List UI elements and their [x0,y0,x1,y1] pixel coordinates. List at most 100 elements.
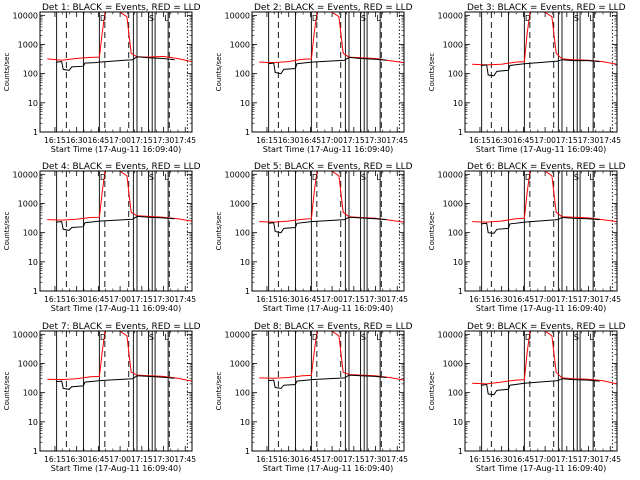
y-tick-label: 1000 [443,199,463,208]
y-tick-label: 10 [28,99,38,108]
panel-plot-area [47,331,192,451]
x-tick-label: 17:45 [386,295,408,304]
x-tick-label: 16:30 [278,295,300,304]
x-tick-label: 17:45 [386,136,408,145]
x-tick-label: 17:45 [599,455,621,464]
panel-det-1: Det 1: BLACK = Events, RED = LLD Counts/s… [3,3,201,154]
panel-plot-area [259,171,404,291]
flag-label: D [312,333,318,342]
y-tick-label: 1000 [230,40,250,49]
panel-plot-area [472,171,617,291]
y-tick-label: 1 [458,287,463,296]
x-tick-label: 17:30 [365,295,387,304]
series-events-line [267,216,387,234]
panel-det-6: Det 6: BLACK = Events, RED = LLD Counts/s… [428,162,626,313]
x-tick-label: 16:15 [256,136,278,145]
y-tick-label: 10000 [225,11,250,20]
series-lld-line [472,331,617,385]
panel-plot-area [472,12,617,132]
y-axis-label: Counts/sec [3,212,11,251]
panel-frame [464,330,618,452]
y-tick-label: 1000 [443,359,463,368]
series-events-line [55,375,175,390]
y-tick-label: 100 [448,229,463,238]
x-tick-label: 16:30 [278,136,300,145]
x-tick-label: 17:00 [534,136,556,145]
panel-title: Det 8: BLACK = Events, RED = LLD [254,322,413,332]
flag-label: L [164,333,169,342]
x-tick-label: 17:15 [556,295,578,304]
x-tick-label: 17:15 [556,136,578,145]
x-axis-label: Start Time (17-Aug-11 16:09:40) [263,304,394,313]
y-tick-label: 100 [23,229,38,238]
y-axis-label: Counts/sec [428,212,436,251]
panel-title: Det 3: BLACK = Events, RED = LLD [467,3,626,13]
x-tick-label: 16:30 [66,455,88,464]
y-tick-label: 10 [453,418,463,427]
panel-frame [39,330,193,452]
y-tick-label: 10000 [225,170,250,179]
flag-label: L [164,14,169,23]
y-tick-label: 100 [23,389,38,398]
panel-title: Det 1: BLACK = Events, RED = LLD [42,3,201,13]
y-tick-label: 1 [458,447,463,456]
flag-label: D [525,333,531,342]
y-tick-label: 10 [240,99,250,108]
flag-label: D [525,14,531,23]
panel-det-9: Det 9: BLACK = Events, RED = LLD Counts/s… [428,322,626,473]
flag-label: D [100,173,106,182]
y-axis-label: Counts/sec [3,53,11,92]
panel-det-7: Det 7: BLACK = Events, RED = LLD Counts/s… [3,322,201,473]
series-lld-line [472,171,617,223]
y-tick-label: 10000 [438,11,463,20]
y-tick-label: 1000 [18,40,38,49]
x-tick-label: 17:30 [153,455,175,464]
panel-title: Det 7: BLACK = Events, RED = LLD [42,322,201,332]
flag-label: L [376,333,381,342]
series-lld-line [47,331,192,382]
y-axis-label: Counts/sec [215,53,223,92]
x-tick-label: 16:15 [44,295,66,304]
x-tick-label: 17:00 [109,136,131,145]
y-tick-label: 1000 [230,359,250,368]
panel-frame [39,11,193,133]
panel-title: Det 6: BLACK = Events, RED = LLD [467,162,626,172]
panel-frame [464,170,618,292]
panel-det-5: Det 5: BLACK = Events, RED = LLD Counts/s… [215,162,413,313]
x-tick-label: 16:45 [513,136,535,145]
y-tick-label: 100 [448,389,463,398]
y-axis-label: Counts/sec [215,372,223,411]
x-axis-label: Start Time (17-Aug-11 16:09:40) [51,145,182,154]
x-tick-label: 17:00 [109,455,131,464]
series-lld-line [259,171,404,223]
x-tick-label: 16:30 [491,136,513,145]
panel-title: Det 5: BLACK = Events, RED = LLD [254,162,413,172]
flag-label: L [164,173,169,182]
x-tick-label: 17:45 [599,295,621,304]
series-lld-line [259,331,404,381]
panel-frame [39,170,193,292]
x-tick-label: 16:15 [469,295,491,304]
x-tick-label: 16:15 [469,136,491,145]
x-tick-label: 16:45 [513,455,535,464]
y-tick-label: 10 [28,258,38,267]
x-tick-label: 16:45 [88,455,110,464]
y-tick-label: 10 [28,418,38,427]
series-events-line [480,378,600,396]
flag-label: S [574,173,579,182]
flag-label: S [149,173,154,182]
panel-title: Det 9: BLACK = Events, RED = LLD [467,322,626,332]
flag-label: S [361,14,366,23]
panel-plot-area [259,12,404,132]
x-tick-label: 16:15 [256,295,278,304]
y-tick-label: 10 [240,258,250,267]
flag-label: L [376,173,381,182]
flag-label: D [312,14,318,23]
panel-plot-area [259,331,404,451]
y-tick-label: 10000 [225,330,250,339]
x-tick-label: 17:00 [109,295,131,304]
x-axis-label: Start Time (17-Aug-11 16:09:40) [476,145,607,154]
y-tick-label: 100 [235,70,250,79]
series-events-line [480,216,600,234]
panel-plot-area [47,171,192,291]
